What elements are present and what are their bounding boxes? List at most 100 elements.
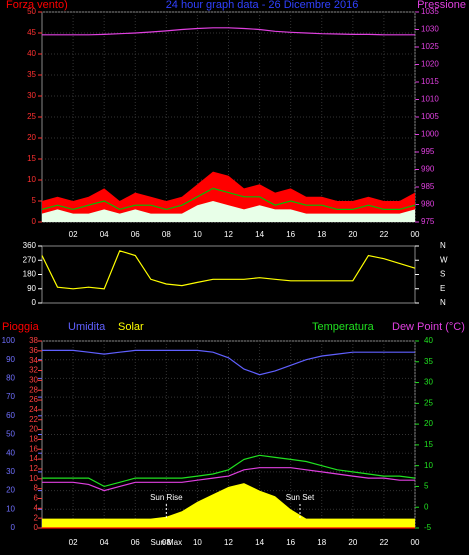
legend-entry: Pioggia: [2, 321, 40, 333]
y-tick-label: 35: [27, 70, 36, 79]
y-tick-label: 50: [6, 430, 15, 439]
y2-tick-label: 25: [424, 398, 433, 407]
area: [42, 483, 415, 528]
line: [41, 187, 416, 211]
y3-tick-label: 0: [34, 523, 39, 532]
y-tick-label: 0: [32, 298, 37, 307]
x-tick-label: 10: [193, 230, 202, 239]
x-tick-label: 04: [100, 538, 109, 547]
line: [42, 349, 415, 376]
y3-tick-label: 28: [29, 385, 38, 394]
x-tick-label: 18: [317, 538, 326, 547]
x-tick-label: 12: [224, 538, 233, 547]
legend-entry: Temperatura: [312, 321, 375, 333]
x-tick-label: 20: [348, 538, 357, 547]
x-tick-label: 08: [162, 538, 171, 547]
y-tick-label: 360: [23, 241, 37, 250]
x-tick-label: 14: [255, 230, 264, 239]
y2-tick-label: 1030: [421, 25, 439, 34]
x-tick-label: 00: [411, 538, 420, 547]
y2-tick-label: W: [440, 255, 448, 264]
x-tick-label: 04: [100, 230, 109, 239]
y-tick-label: 90: [27, 284, 36, 293]
y-tick-label: 40: [6, 448, 15, 457]
x-tick-label: 16: [286, 538, 295, 547]
legend-entry: Forza vento): [6, 0, 68, 11]
y2-tick-label: 1015: [421, 77, 439, 86]
y3-tick-label: 36: [29, 346, 38, 355]
y-tick-label: 0: [32, 217, 37, 226]
y2-tick-label: 35: [424, 357, 433, 366]
x-tick-label: 20: [348, 230, 357, 239]
y-tick-label: 70: [6, 392, 15, 401]
y-tick-label: 25: [27, 112, 36, 121]
x-tick-label: 22: [379, 230, 388, 239]
chart-title: 24 hour graph data - 26 Dicembre 2016: [166, 0, 359, 11]
y2-tick-label: 980: [421, 200, 435, 209]
y2-tick-label: E: [440, 284, 445, 293]
y2-tick-label: 995: [421, 147, 435, 156]
y3-tick-label: 38: [29, 336, 38, 345]
y2-tick-label: 1025: [421, 42, 439, 51]
y3-tick-label: 22: [29, 415, 38, 424]
y-tick-label: 30: [6, 467, 15, 476]
y2-tick-label: 1005: [421, 112, 439, 121]
y3-tick-label: 6: [34, 494, 39, 503]
y3-tick-label: 24: [29, 405, 38, 414]
y3-tick-label: 4: [34, 503, 39, 512]
y3-tick-label: 10: [29, 474, 38, 483]
line: [42, 27, 415, 36]
x-tick-label: 12: [224, 230, 233, 239]
y3-tick-label: 2: [34, 513, 39, 522]
legend-entry: Dew Point (°C): [392, 321, 465, 333]
y2-tick-label: 10: [424, 461, 433, 470]
y3-tick-label: 8: [34, 484, 39, 493]
x-tick-label: 08: [162, 230, 171, 239]
y2-tick-label: S: [440, 270, 445, 279]
legend-entry: Solar: [118, 321, 144, 333]
y-tick-label: 90: [6, 355, 15, 364]
y3-tick-label: 14: [29, 454, 38, 463]
annotation: Sun Set: [286, 493, 315, 502]
y2-tick-label: 1020: [421, 60, 439, 69]
x-tick-label: 02: [69, 230, 78, 239]
y-tick-label: 40: [27, 49, 36, 58]
line: [42, 454, 416, 488]
x-tick-label: 22: [379, 538, 388, 547]
x-tick-label: 06: [131, 230, 140, 239]
x-tick-label: 18: [317, 230, 326, 239]
y3-tick-label: 16: [29, 444, 38, 453]
y-tick-label: 20: [6, 486, 15, 495]
y-tick-label: 5: [32, 196, 37, 205]
y-tick-label: 60: [6, 411, 15, 420]
y2-tick-label: 990: [421, 165, 435, 174]
y-tick-label: 10: [6, 504, 15, 513]
x-tick-label: 14: [255, 538, 264, 547]
y2-tick-label: 5: [424, 482, 429, 491]
y3-tick-label: 30: [29, 375, 38, 384]
y-tick-label: 45: [27, 28, 36, 37]
y3-tick-label: 26: [29, 395, 38, 404]
y-tick-label: 30: [27, 91, 36, 100]
y2-tick-label: 20: [424, 419, 433, 428]
annotation: Sun Max: [151, 538, 183, 547]
y2-tick-label: 30: [424, 378, 433, 387]
x-tick-label: 10: [193, 538, 202, 547]
y-tick-label: 0: [11, 523, 16, 532]
y-tick-label: 20: [27, 133, 36, 142]
y2-tick-label: 1010: [421, 95, 439, 104]
y2-tick-label: 15: [424, 440, 433, 449]
y2-tick-label: -5: [424, 523, 432, 532]
y2-tick-label: 0: [424, 502, 429, 511]
legend-entry: Pressione: [417, 0, 466, 11]
y3-tick-label: 18: [29, 435, 38, 444]
y3-tick-label: 20: [29, 425, 38, 434]
area: [42, 171, 415, 222]
y2-tick-label: N: [440, 241, 446, 250]
y2-tick-label: 985: [421, 182, 435, 191]
y2-tick-label: 975: [421, 217, 435, 226]
y3-tick-label: 12: [29, 464, 38, 473]
y-tick-label: 270: [23, 255, 37, 264]
